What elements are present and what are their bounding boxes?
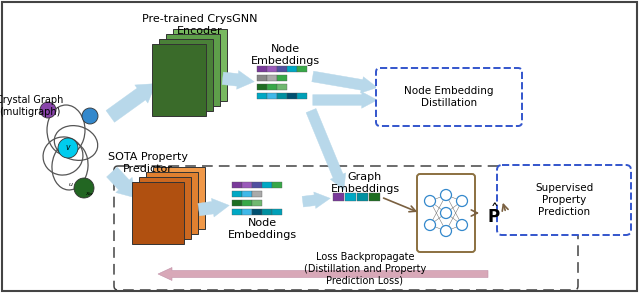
Text: $\hat{\mathbf{P}}$: $\hat{\mathbf{P}}$	[487, 203, 500, 227]
Bar	[232, 200, 242, 206]
Bar	[262, 209, 272, 215]
Circle shape	[440, 208, 451, 218]
Bar	[257, 84, 267, 90]
Bar	[277, 84, 287, 90]
Bar	[252, 200, 262, 206]
Bar	[287, 93, 297, 99]
Bar	[357, 193, 368, 201]
Circle shape	[440, 190, 451, 201]
Bar	[232, 191, 242, 197]
Bar	[369, 193, 380, 201]
Bar	[267, 75, 277, 81]
Bar	[272, 209, 282, 215]
Bar	[297, 93, 307, 99]
Text: Crystal Graph
(multigraph): Crystal Graph (multigraph)	[0, 95, 64, 117]
Circle shape	[456, 196, 467, 206]
FancyBboxPatch shape	[376, 68, 522, 126]
Bar	[232, 182, 242, 188]
Text: $x_w$: $x_w$	[85, 190, 95, 198]
Bar	[257, 93, 267, 99]
FancyBboxPatch shape	[166, 34, 220, 106]
Bar	[262, 182, 272, 188]
Bar	[277, 75, 287, 81]
Circle shape	[456, 220, 467, 230]
Text: $u$: $u$	[68, 181, 74, 188]
Bar	[242, 182, 252, 188]
Bar	[267, 93, 277, 99]
Bar	[272, 182, 282, 188]
Text: SOTA Property
Predictor: SOTA Property Predictor	[108, 152, 188, 173]
FancyBboxPatch shape	[159, 39, 213, 111]
Circle shape	[40, 102, 56, 118]
Text: $v$: $v$	[65, 143, 71, 153]
Bar	[287, 66, 297, 72]
Bar	[242, 209, 252, 215]
Bar	[267, 84, 277, 90]
FancyArrow shape	[158, 268, 488, 280]
Text: Pre-trained CrysGNN
Encoder: Pre-trained CrysGNN Encoder	[142, 14, 258, 36]
Text: Graph
Embeddings: Graph Embeddings	[330, 172, 399, 194]
Bar	[345, 193, 356, 201]
FancyBboxPatch shape	[146, 172, 198, 234]
Bar	[267, 66, 277, 72]
Bar	[297, 66, 307, 72]
Bar	[333, 193, 344, 201]
Text: Node
Embeddings: Node Embeddings	[250, 44, 319, 66]
FancyBboxPatch shape	[132, 182, 184, 244]
Bar	[252, 191, 262, 197]
Circle shape	[82, 108, 98, 124]
FancyBboxPatch shape	[153, 167, 205, 229]
FancyBboxPatch shape	[173, 29, 227, 101]
Circle shape	[440, 225, 451, 236]
Bar	[277, 93, 287, 99]
Bar	[277, 66, 287, 72]
Bar	[232, 209, 242, 215]
Text: Node
Embeddings: Node Embeddings	[227, 218, 296, 240]
Circle shape	[424, 220, 435, 230]
Text: Node Embedding
Distillation: Node Embedding Distillation	[404, 86, 493, 108]
Circle shape	[424, 196, 435, 206]
Bar	[257, 66, 267, 72]
Bar	[252, 209, 262, 215]
Circle shape	[74, 178, 94, 198]
FancyBboxPatch shape	[497, 165, 631, 235]
Text: Supervised
Property
Prediction: Supervised Property Prediction	[535, 183, 593, 217]
Bar	[257, 75, 267, 81]
Bar	[252, 182, 262, 188]
Circle shape	[58, 138, 78, 158]
Text: Loss Backpropagate
(Distillation and Property
Prediction Loss): Loss Backpropagate (Distillation and Pro…	[304, 252, 426, 285]
Bar	[242, 191, 252, 197]
FancyBboxPatch shape	[417, 174, 475, 252]
FancyBboxPatch shape	[139, 177, 191, 239]
Bar	[242, 200, 252, 206]
FancyBboxPatch shape	[152, 44, 206, 116]
